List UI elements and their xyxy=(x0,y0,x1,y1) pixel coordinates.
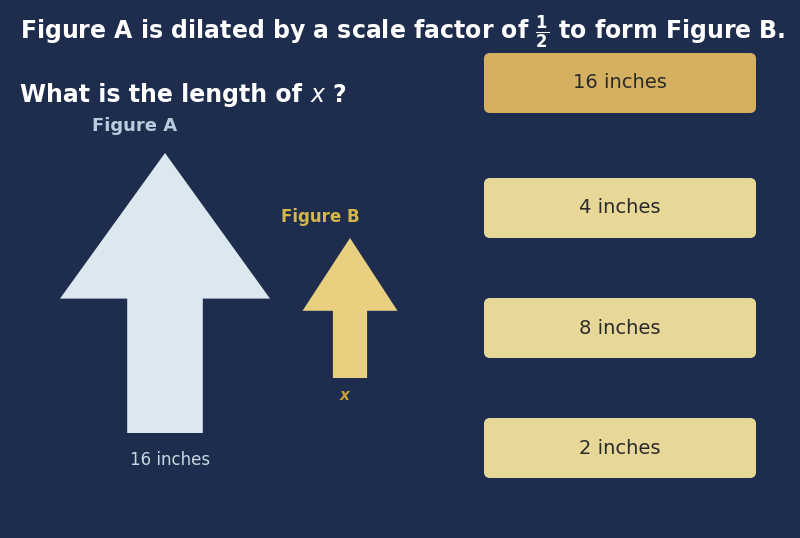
Text: $x$: $x$ xyxy=(310,83,327,108)
Text: 16 inches: 16 inches xyxy=(130,451,210,469)
FancyBboxPatch shape xyxy=(484,418,756,478)
Text: Figure A is dilated by a scale factor of $\mathregular{\frac{1}{2}}$ to form Fig: Figure A is dilated by a scale factor of… xyxy=(20,13,786,51)
Text: x: x xyxy=(340,388,350,403)
Text: What is the length of: What is the length of xyxy=(20,83,310,108)
Polygon shape xyxy=(60,153,270,433)
FancyBboxPatch shape xyxy=(484,178,756,238)
Text: 4 inches: 4 inches xyxy=(579,199,661,217)
Text: Figure A: Figure A xyxy=(93,117,178,135)
Text: 2 inches: 2 inches xyxy=(579,438,661,457)
Polygon shape xyxy=(302,238,398,378)
FancyBboxPatch shape xyxy=(484,298,756,358)
Text: ?: ? xyxy=(332,83,346,108)
Text: 16 inches: 16 inches xyxy=(573,74,667,93)
Text: 8 inches: 8 inches xyxy=(579,318,661,337)
Text: Figure B: Figure B xyxy=(281,208,359,226)
FancyBboxPatch shape xyxy=(484,53,756,113)
